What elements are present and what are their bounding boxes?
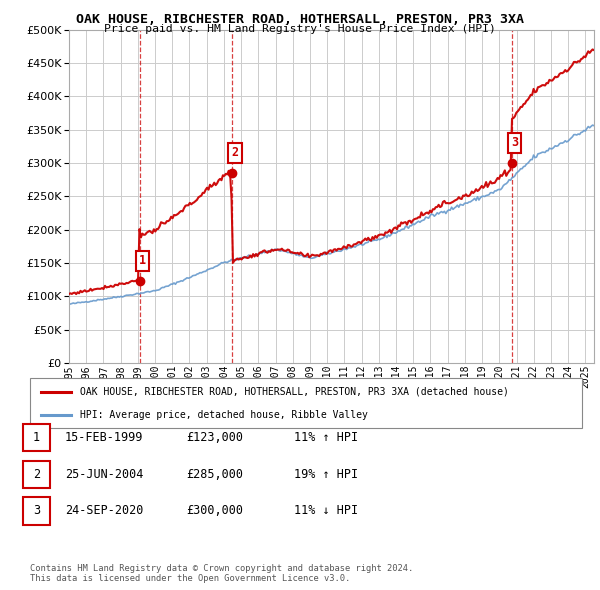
Text: 2: 2	[33, 468, 40, 481]
Text: 3: 3	[511, 136, 518, 149]
Text: 11% ↓ HPI: 11% ↓ HPI	[294, 504, 358, 517]
Text: 25-JUN-2004: 25-JUN-2004	[65, 468, 143, 481]
FancyBboxPatch shape	[30, 378, 582, 428]
Text: HPI: Average price, detached house, Ribble Valley: HPI: Average price, detached house, Ribb…	[80, 410, 368, 420]
Text: Contains HM Land Registry data © Crown copyright and database right 2024.
This d: Contains HM Land Registry data © Crown c…	[30, 563, 413, 583]
Text: 11% ↑ HPI: 11% ↑ HPI	[294, 431, 358, 444]
Text: 1: 1	[33, 431, 40, 444]
Text: 24-SEP-2020: 24-SEP-2020	[65, 504, 143, 517]
Text: 3: 3	[33, 504, 40, 517]
Text: 1: 1	[139, 254, 146, 267]
Text: £300,000: £300,000	[186, 504, 243, 517]
Text: 2: 2	[231, 146, 238, 159]
Text: £285,000: £285,000	[186, 468, 243, 481]
Text: 15-FEB-1999: 15-FEB-1999	[65, 431, 143, 444]
Text: OAK HOUSE, RIBCHESTER ROAD, HOTHERSALL, PRESTON, PR3 3XA: OAK HOUSE, RIBCHESTER ROAD, HOTHERSALL, …	[76, 13, 524, 26]
Text: Price paid vs. HM Land Registry's House Price Index (HPI): Price paid vs. HM Land Registry's House …	[104, 24, 496, 34]
Text: 19% ↑ HPI: 19% ↑ HPI	[294, 468, 358, 481]
Text: £123,000: £123,000	[186, 431, 243, 444]
Text: OAK HOUSE, RIBCHESTER ROAD, HOTHERSALL, PRESTON, PR3 3XA (detached house): OAK HOUSE, RIBCHESTER ROAD, HOTHERSALL, …	[80, 386, 509, 396]
